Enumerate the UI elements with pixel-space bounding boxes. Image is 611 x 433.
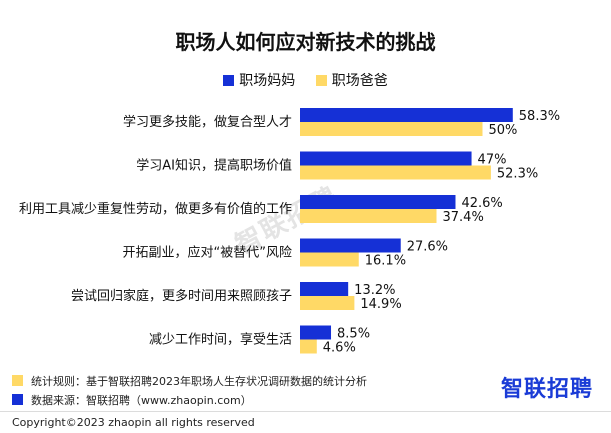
value-label-mothers: 42.6% [461,196,502,211]
bar-fathers [300,165,491,180]
footnote-source-swatch [12,394,23,405]
category-label: 减少工作时间，享受生活 [149,332,292,348]
chart-card: 职场人如何应对新技术的挑战 职场妈妈 职场爸爸 智联招聘 学习更多技能，做复合型… [0,30,611,410]
footnote-rule-text: 统计规则：基于智联招聘2023年职场人生存状况调研数据的统计分析 [31,375,367,388]
value-label-mothers: 27.6% [407,240,448,255]
bar-mothers [300,238,401,253]
footnote-rule-swatch [12,375,23,386]
value-label-fathers: 52.3% [497,167,538,182]
value-label-fathers: 16.1% [365,254,406,269]
bar-mothers [300,108,513,122]
footnote-rule: 统计规则：基于智联招聘2023年职场人生存状况调研数据的统计分析 [12,372,367,391]
bar-fathers [300,252,359,267]
chart-legend: 职场妈妈 职场爸爸 [0,70,611,90]
legend-label-mothers: 职场妈妈 [239,73,296,89]
bar-fathers [300,122,483,136]
footnote-source: 数据来源：智联招聘（www.zhaopin.com） [12,391,367,410]
value-label-fathers: 50% [489,123,518,138]
footnotes: 统计规则：基于智联招聘2023年职场人生存状况调研数据的统计分析 数据来源：智联… [12,372,367,410]
value-label-mothers: 8.5% [337,327,370,342]
bar-mothers [300,282,349,296]
legend-swatch-mothers [223,75,235,86]
footnote-source-text: 数据来源：智联招聘（www.zhaopin.com） [31,394,252,407]
legend-label-fathers: 职场爸爸 [331,73,388,89]
value-label-mothers: 13.2% [354,283,395,298]
value-label-mothers: 47% [478,153,507,168]
footer-divider [0,411,611,412]
category-label: 学习AI知识，提高职场价值 [136,158,292,174]
legend-item-fathers: 职场爸爸 [315,70,388,90]
bar-fathers [300,296,355,310]
legend-swatch-fathers [315,75,327,86]
value-label-fathers: 37.4% [443,210,484,225]
bar-fathers [300,209,437,223]
bar-mothers [300,151,472,166]
category-label: 尝试回归家庭，更多时间用来照顾孩子 [71,288,292,304]
bar-mothers [300,195,456,209]
bar-chart: 学习更多技能，做复合型人才 58.3%50% 学习AI知识，提高职场价值 47%52.… [19,108,560,356]
value-label-mothers: 58.3% [519,109,560,124]
value-label-fathers: 14.9% [360,297,401,312]
category-label: 开拓副业，应对“被替代”风险 [123,245,292,261]
legend-item-mothers: 职场妈妈 [223,70,295,90]
copyright-text: Copyright©2023 zhaopin all rights reserv… [12,416,255,429]
category-label: 学习更多技能，做复合型人才 [123,114,292,130]
bar-fathers [300,339,317,354]
category-label: 利用工具减少重复性劳动，做更多有价值的工作 [19,201,292,217]
bar-mothers [300,325,332,340]
chart-title: 职场人如何应对新技术的挑战 [175,30,436,54]
value-label-fathers: 4.6% [323,341,356,356]
brand-logo: 智联招聘 [500,377,593,402]
